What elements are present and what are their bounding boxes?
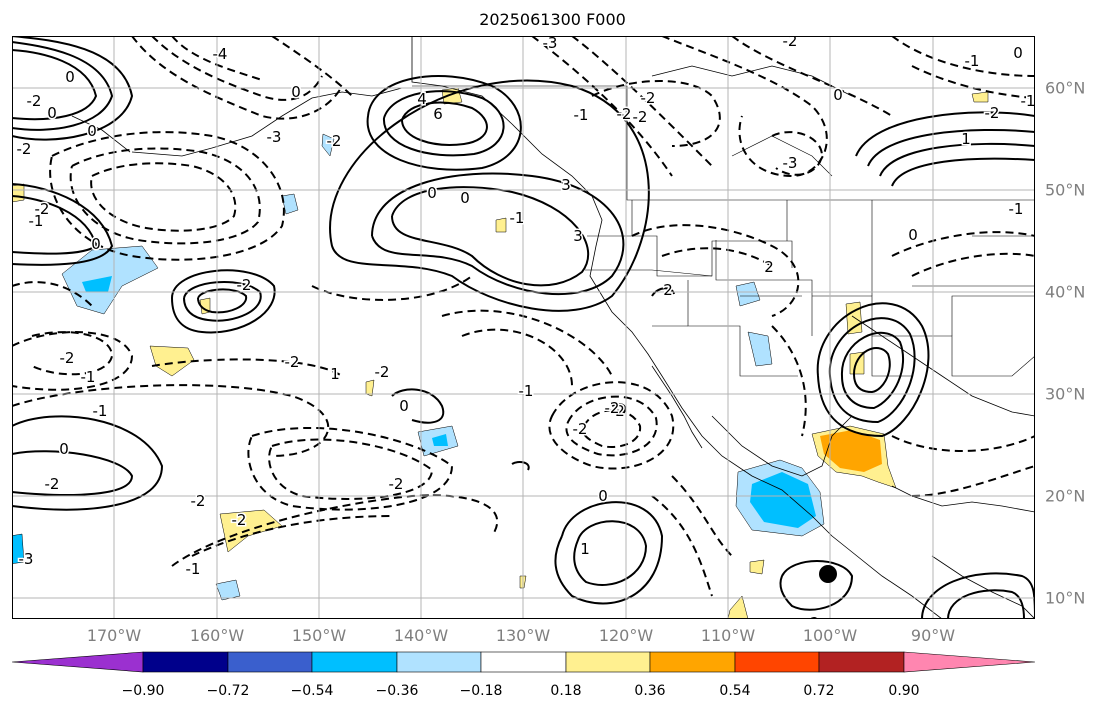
contour-label: -3: [19, 550, 34, 568]
contour-label: -1: [1009, 200, 1024, 218]
colorbar-segment: [228, 652, 312, 672]
contour-label: -2: [327, 132, 342, 150]
contour-label: 0: [399, 397, 409, 415]
contour-label: -2: [641, 89, 656, 107]
colorbar-segment: [566, 652, 650, 672]
colorbar-tick: −0.54: [291, 683, 334, 699]
contour-label: 0: [908, 226, 918, 244]
contour-label: -2: [617, 105, 632, 123]
colorbar-tick: 0.54: [719, 683, 750, 699]
colorbar-segment: [397, 652, 481, 672]
contour-label: -1: [93, 402, 108, 420]
contour-label: -1: [510, 209, 525, 227]
contour-label: -3: [267, 128, 282, 146]
colorbar: [12, 650, 1036, 674]
contour-label: 3: [573, 227, 583, 245]
lon-tick: 120°W: [599, 626, 653, 645]
contour-label: 4: [417, 90, 427, 108]
lat-tick: 60°N: [1045, 79, 1085, 98]
colorbar-tick: 0.90: [888, 683, 919, 699]
lon-tick: 130°W: [496, 626, 550, 645]
contour-label: -3: [543, 36, 558, 52]
contour-label: -1: [81, 368, 96, 386]
colorbar-segment: [12, 652, 143, 672]
lon-tick: 110°W: [701, 626, 755, 645]
contour-label: 2: [663, 281, 673, 299]
colorbar-segment: [904, 652, 1035, 672]
lat-tick: 40°N: [1045, 283, 1085, 302]
contour-label: 0: [598, 487, 608, 505]
map-title: 2025061300 F000: [0, 10, 1105, 29]
colorbar-segment: [819, 652, 904, 672]
contour-label: -2: [285, 353, 300, 371]
lat-tick: 50°N: [1045, 181, 1085, 200]
lon-tick: 100°W: [803, 626, 857, 645]
contour-label: -2: [633, 108, 648, 126]
contour-label: -2: [237, 276, 252, 294]
contour-label: -2: [389, 475, 404, 493]
contour-label: 0: [65, 68, 75, 86]
contour-label: 0: [291, 83, 301, 101]
contour-label: -2: [573, 420, 588, 438]
lon-tick: 90°W: [911, 626, 955, 645]
colorbar-tick: 0.36: [634, 683, 665, 699]
lon-tick: 140°W: [394, 626, 448, 645]
contour-label: 0: [87, 122, 97, 140]
lat-tick: 30°N: [1045, 385, 1085, 404]
contour-label: 3: [561, 176, 571, 194]
lon-tick: 150°W: [292, 626, 346, 645]
contour-label: -2: [783, 36, 798, 50]
contour-label: -2: [17, 140, 32, 158]
colorbar-segment: [735, 652, 819, 672]
contour-label: 0: [91, 235, 101, 253]
colorbar-tick: 0.72: [803, 683, 834, 699]
contour-label: 1: [961, 130, 971, 148]
contour-label: 6: [433, 105, 443, 123]
contour-label: 0: [47, 104, 57, 122]
contour-label: -2: [232, 511, 247, 529]
contour-label: 0: [59, 440, 69, 458]
colorbar-tick: −0.90: [122, 683, 165, 699]
colorbar-segment: [650, 652, 735, 672]
lon-tick: 170°W: [87, 626, 141, 645]
colorbar-tick: −0.18: [460, 683, 503, 699]
colorbar-segment: [481, 652, 566, 672]
contour-label: -1: [1021, 92, 1035, 110]
contour-label: -2: [60, 349, 75, 367]
station-marker: [819, 565, 837, 583]
colorbar-segment: [143, 652, 228, 672]
lon-tick: 160°W: [190, 626, 244, 645]
contour-label: -2: [605, 399, 620, 417]
contour-label: -2: [375, 363, 390, 381]
contour-label: -1: [186, 560, 201, 578]
contour-label: -1: [574, 106, 589, 124]
contour-label: 2: [764, 258, 774, 276]
contour-label: 0: [460, 189, 470, 207]
contour-label: -2: [45, 475, 60, 493]
contour-label: 1: [330, 365, 340, 383]
contour-label: -2: [27, 92, 42, 110]
colorbar-tick: −0.36: [376, 683, 419, 699]
contour-label: 0: [427, 184, 437, 202]
contour-label: -4: [213, 45, 228, 63]
contour-label: -3: [783, 154, 798, 172]
colorbar-segment: [312, 652, 397, 672]
lat-tick: 20°N: [1045, 487, 1085, 506]
lat-tick: 10°N: [1045, 589, 1085, 608]
contour-label: 1: [580, 540, 590, 558]
contour-label: -1: [29, 212, 44, 230]
contour-label: -1: [519, 382, 534, 400]
contour-label: -2: [191, 492, 206, 510]
contour-label: 0: [1013, 44, 1023, 62]
contour-label: -1: [965, 52, 980, 70]
contour-label: 0: [833, 86, 843, 104]
colorbar-tick: −0.72: [207, 683, 250, 699]
colorbar-tick: 0.18: [550, 683, 581, 699]
contour-label: -2: [985, 104, 1000, 122]
